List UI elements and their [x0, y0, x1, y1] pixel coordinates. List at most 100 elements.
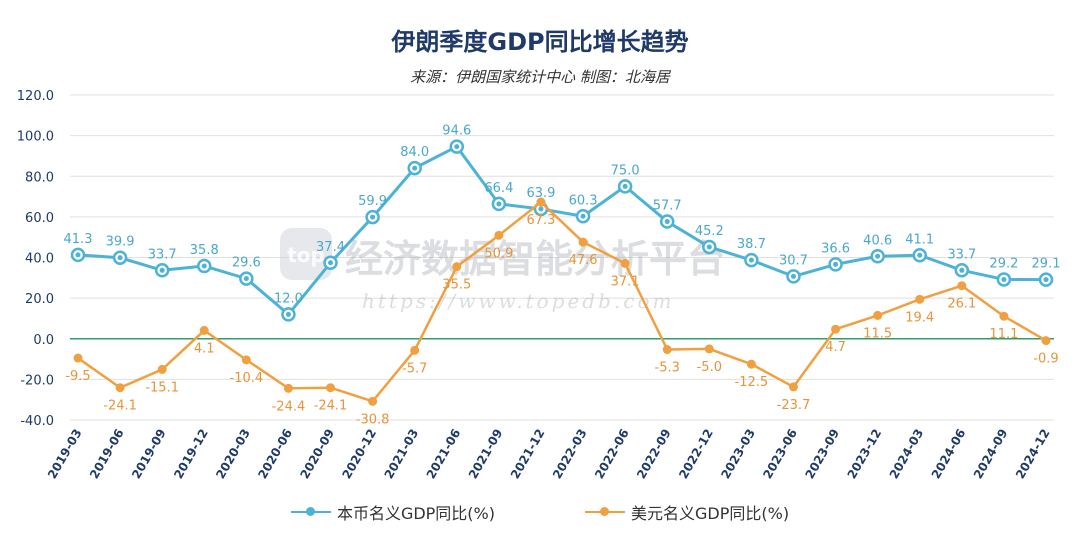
point-core-local — [201, 263, 207, 269]
data-label-local: 84.0 — [400, 145, 429, 160]
point-usd — [831, 324, 841, 334]
data-label-local: 63.9 — [526, 186, 555, 201]
chart-title: 伊朗季度GDP同比增长趋势 — [391, 28, 689, 56]
x-tick-label: 2019-09 — [129, 427, 169, 482]
point-usd — [999, 311, 1009, 321]
x-tick-label: 2024-12 — [1013, 427, 1053, 482]
point-usd — [1041, 336, 1051, 346]
data-label-usd: -15.1 — [145, 380, 179, 395]
point-core-local — [959, 267, 965, 273]
point-usd — [199, 325, 209, 335]
y-tick-label: -40.0 — [20, 414, 54, 429]
point-usd — [915, 294, 925, 304]
point-usd — [957, 281, 967, 291]
data-label-usd: -5.7 — [402, 361, 427, 376]
data-label-local: 45.2 — [695, 224, 724, 239]
data-label-local: 57.7 — [653, 199, 682, 214]
y-tick-label: 20.0 — [25, 292, 54, 307]
point-core-local — [917, 252, 923, 258]
legend-label-local: 本币名义GDP同比(%) — [336, 504, 495, 523]
x-tick-label: 2019-06 — [87, 427, 127, 482]
legend-swatch-usd — [585, 506, 625, 518]
x-tick-label: 2020-12 — [340, 427, 380, 482]
point-core-local — [664, 219, 670, 225]
chart-subtitle: 来源：伊朗国家统计中心 制图：北海居 — [410, 68, 670, 86]
point-core-local — [496, 201, 502, 207]
data-label-local: 59.9 — [358, 194, 387, 209]
x-tick-label: 2021-03 — [382, 427, 422, 482]
data-label-local: 66.4 — [484, 181, 513, 196]
point-usd — [115, 383, 125, 393]
x-tick-label: 2020-09 — [297, 427, 337, 482]
data-label-usd: -24.1 — [314, 399, 348, 414]
data-label-local: 38.7 — [737, 237, 766, 252]
data-label-local: 37.4 — [316, 240, 345, 255]
x-tick-label: 2023-12 — [845, 427, 885, 482]
data-label-local: 75.0 — [611, 163, 640, 178]
data-label-usd: 47.6 — [569, 253, 598, 268]
data-label-usd: -12.5 — [735, 375, 769, 390]
watermark-logo-text: top — [287, 243, 325, 267]
point-core-local — [790, 273, 796, 279]
data-label-local: 29.6 — [232, 256, 261, 271]
x-tick-label: 2023-06 — [760, 427, 800, 482]
x-tick-label: 2023-03 — [718, 427, 758, 482]
point-usd — [536, 197, 546, 207]
legend-item-usd[interactable]: 美元名义GDP同比(%) — [585, 500, 789, 524]
point-core-local — [75, 252, 81, 258]
point-core-local — [833, 261, 839, 267]
data-label-local: 41.3 — [64, 232, 93, 247]
series-line-usd — [77, 200, 1047, 403]
y-tick-label: 0.0 — [33, 333, 54, 348]
watermark-logo — [280, 228, 332, 280]
point-core-local — [1001, 276, 1007, 282]
x-tick-label: 2022-03 — [550, 427, 590, 482]
x-tick-label: 2020-06 — [255, 427, 295, 482]
point-usd — [494, 230, 504, 240]
data-label-local: 12.0 — [274, 291, 303, 306]
point-usd — [788, 382, 798, 392]
point-usd — [283, 383, 293, 393]
legend-item-local[interactable]: 本币名义GDP同比(%) — [290, 500, 495, 524]
data-label-local: 30.7 — [779, 253, 808, 268]
data-label-local: 40.6 — [863, 233, 892, 248]
point-usd — [410, 345, 420, 355]
x-tick-label: 2024-06 — [929, 427, 969, 482]
x-tick-label: 2021-12 — [508, 427, 548, 482]
point-core-local — [243, 276, 249, 282]
point-core-local — [370, 214, 376, 220]
point-core-local — [412, 165, 418, 171]
y-tick-label: 80.0 — [25, 170, 54, 185]
data-label-usd: -24.4 — [272, 399, 306, 414]
x-tick-label: 2024-03 — [887, 427, 927, 482]
point-usd — [368, 396, 378, 406]
x-tick-label: 2021-09 — [466, 427, 506, 482]
data-label-usd: 11.5 — [863, 326, 892, 341]
point-usd — [241, 355, 251, 365]
data-label-local: 41.1 — [905, 232, 934, 247]
y-tick-label: 120.0 — [17, 89, 54, 104]
data-label-local: 29.1 — [1032, 257, 1061, 272]
data-label-usd: 4.1 — [194, 341, 215, 356]
data-label-usd: -23.7 — [777, 398, 811, 413]
point-usd — [578, 237, 588, 247]
point-core-local — [159, 267, 165, 273]
point-usd — [326, 383, 336, 393]
legend-swatch-local — [290, 506, 331, 518]
legend: 本币名义GDP同比(%) 美元名义GDP同比(%) — [0, 500, 1080, 524]
point-core-local — [538, 206, 544, 212]
point-usd — [873, 310, 883, 320]
y-tick-label: -20.0 — [20, 373, 54, 388]
point-core-local — [622, 183, 628, 189]
data-label-usd: -30.8 — [356, 412, 390, 427]
watermark-text: 经济数据智能分析平台 — [345, 237, 725, 281]
x-tick-label: 2022-12 — [676, 427, 716, 482]
data-label-local: 60.3 — [569, 193, 598, 208]
data-label-usd: 35.5 — [442, 278, 471, 293]
data-label-usd: -5.3 — [655, 361, 680, 376]
x-tick-label: 2024-09 — [971, 427, 1011, 482]
point-usd — [746, 359, 756, 369]
x-tick-label: 2021-06 — [424, 426, 464, 481]
